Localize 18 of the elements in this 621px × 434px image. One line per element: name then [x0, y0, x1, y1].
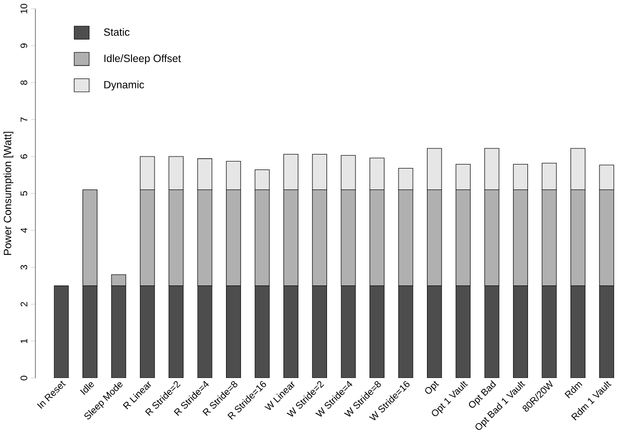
x-tick-label: Opt Bad: [469, 380, 496, 408]
x-tick-label: Opt: [425, 380, 440, 394]
y-tick-label: 4: [20, 228, 28, 233]
y-tick-label: 1: [20, 338, 28, 343]
y-tick-label: 0: [20, 376, 28, 380]
legend-label: Dynamic: [104, 80, 144, 90]
y-tick-label: 8: [20, 80, 28, 85]
x-tick-label: Idle: [80, 382, 94, 395]
y-tick-label: 10: [20, 4, 28, 14]
y-tick-label: 6: [20, 154, 28, 158]
legend-label: Static: [104, 28, 130, 36]
y-tick-label: 9: [20, 43, 28, 48]
y-tick-label: 5: [20, 191, 28, 196]
legend-label: Idle/Sleep Offset: [104, 54, 181, 64]
y-tick-label: 2: [20, 302, 28, 306]
y-tick-label: 7: [20, 117, 28, 122]
y-axis-title: Power Consumption [Watt]: [4, 132, 14, 255]
y-tick-label: 3: [20, 264, 28, 270]
